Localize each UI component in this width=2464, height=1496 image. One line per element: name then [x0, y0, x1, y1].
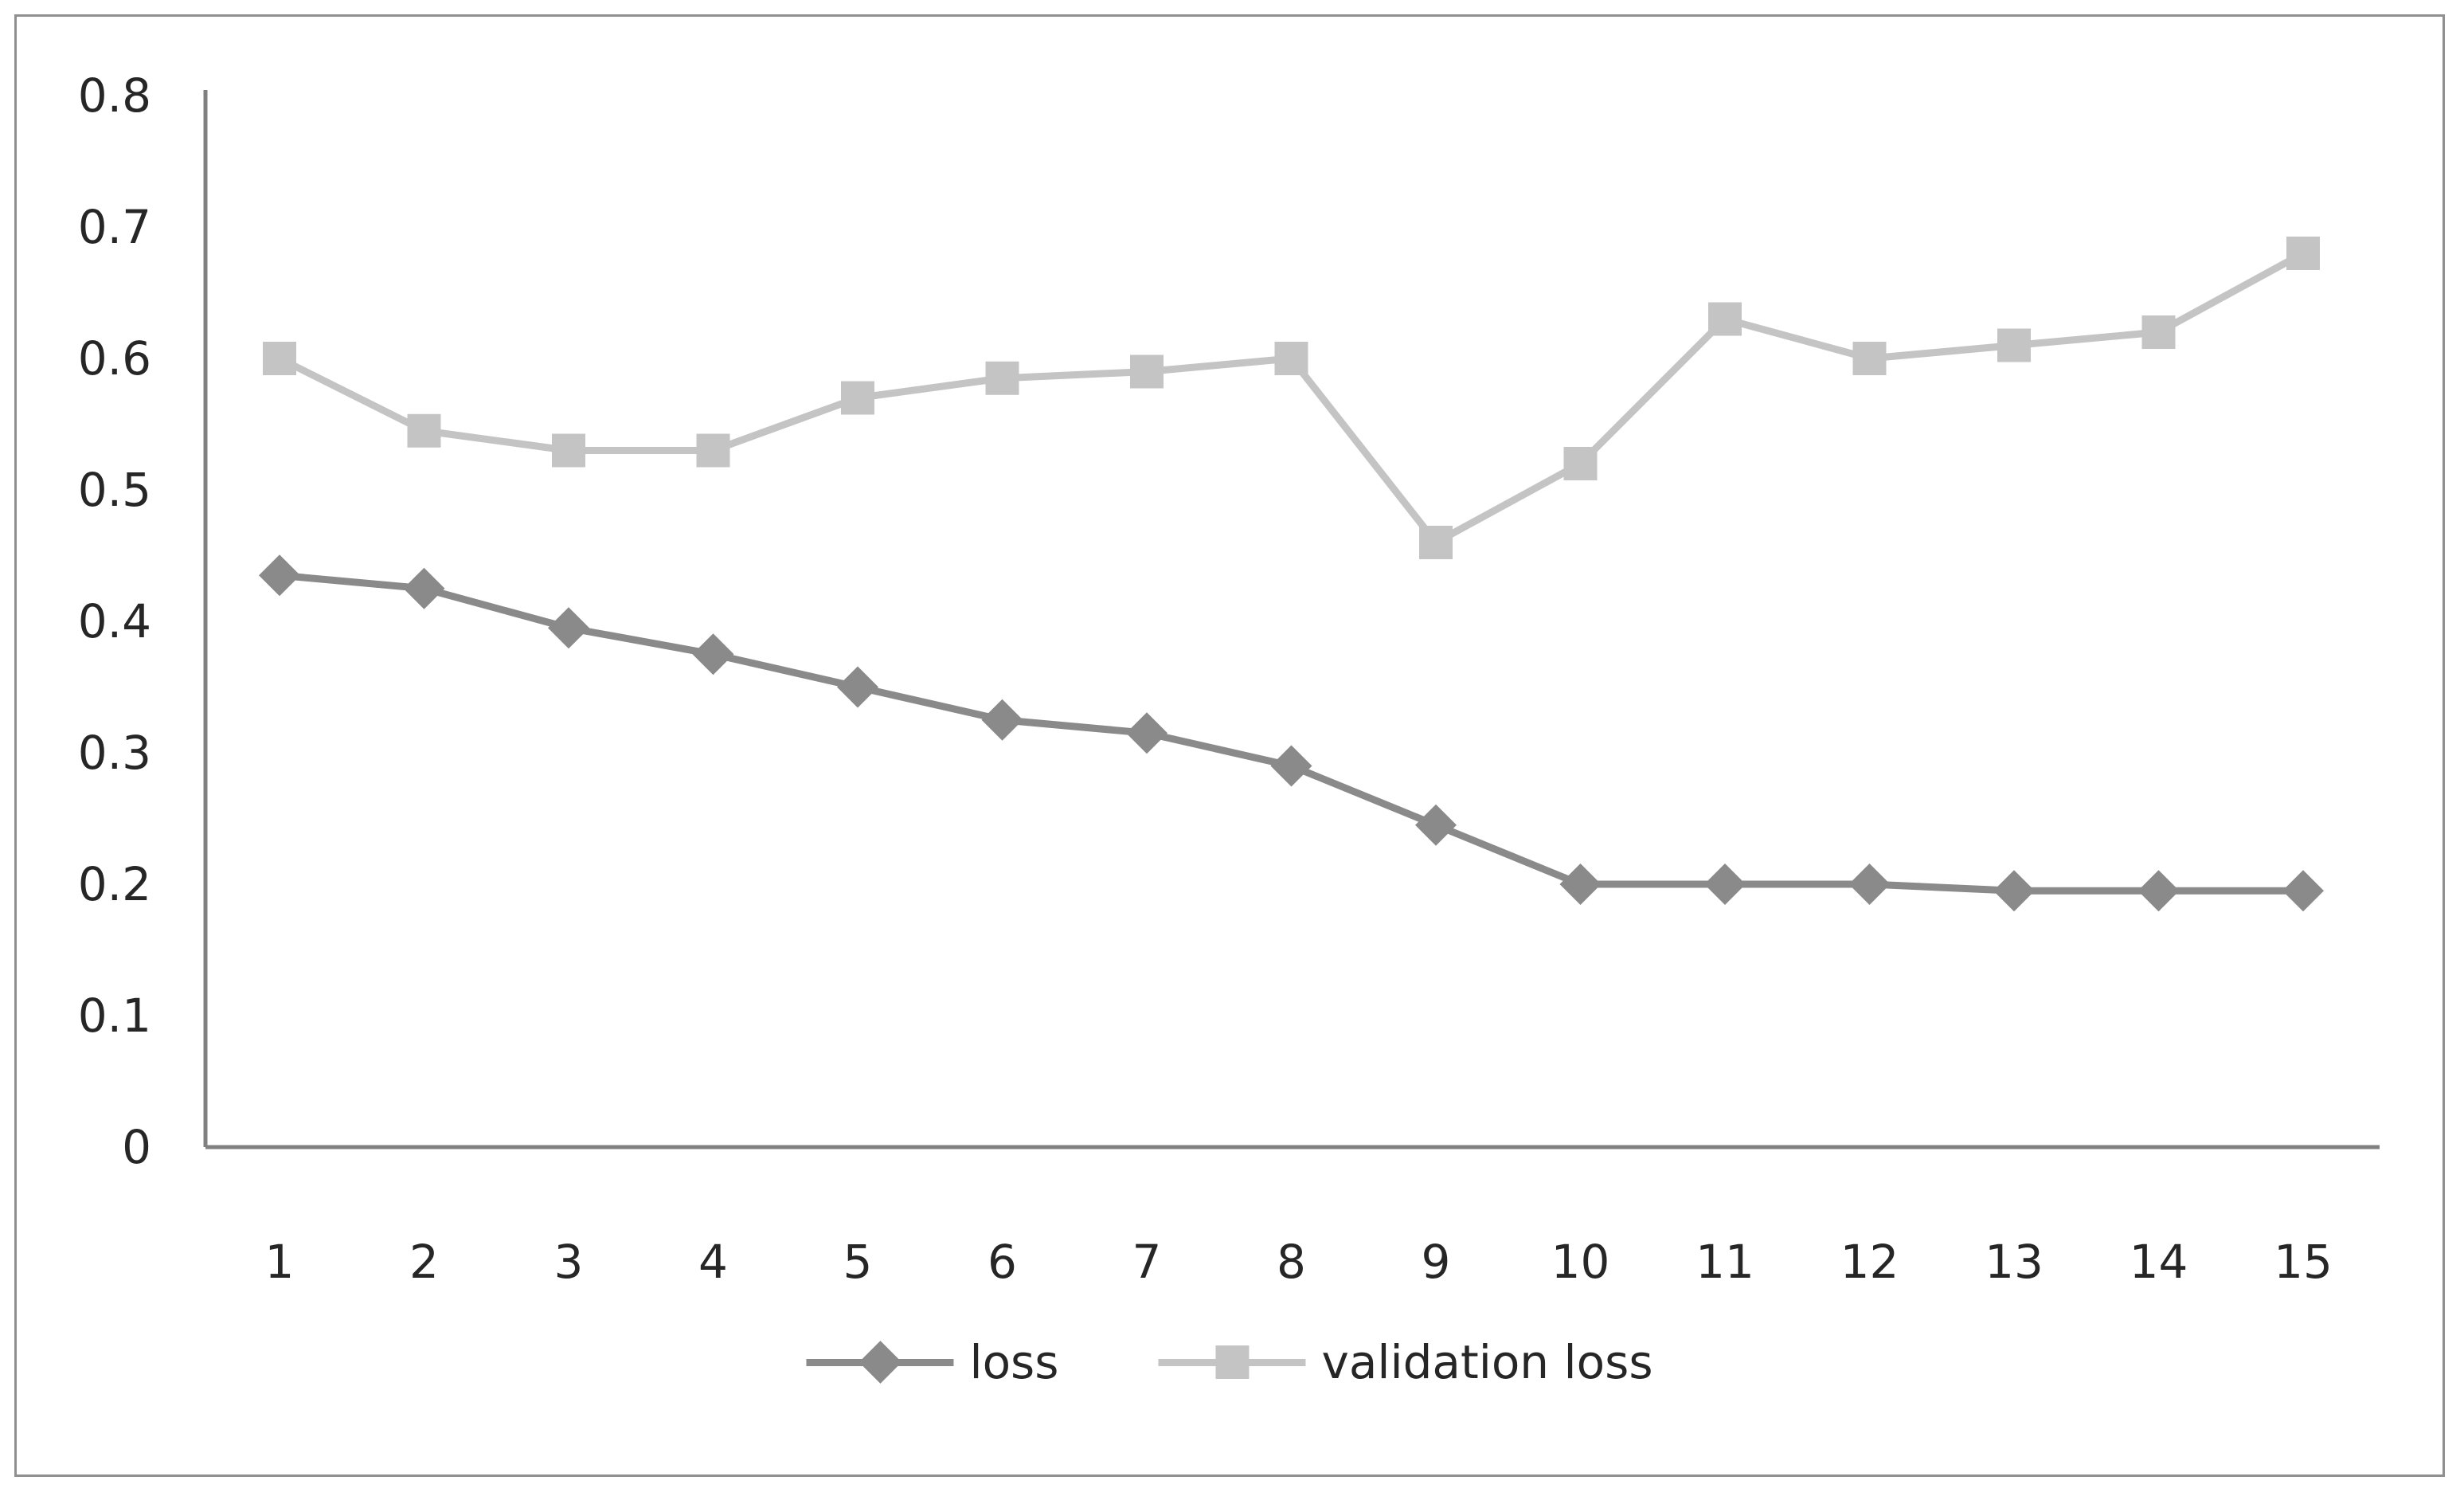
series-validation-loss-marker [2286, 237, 2320, 270]
series-validation-loss-marker [841, 381, 874, 415]
series-loss-marker [1126, 712, 1167, 754]
series-loss-marker [837, 666, 878, 708]
legend-item-loss: loss [806, 1335, 1059, 1389]
x-tick-label: 4 [698, 1235, 728, 1289]
x-tick-label: 15 [2274, 1235, 2333, 1289]
square-marker-icon [1215, 1345, 1250, 1379]
series-validation-loss-marker [407, 413, 441, 448]
y-tick-label: 0.5 [78, 463, 151, 517]
series-loss-marker [2282, 870, 2324, 912]
x-tick-label: 10 [1551, 1235, 1610, 1289]
series-loss-marker [1270, 745, 1312, 787]
series-validation-loss-marker [985, 361, 1019, 395]
series-loss-marker [1848, 864, 1891, 905]
x-tick-label: 7 [1132, 1235, 1162, 1289]
series-validation-loss-marker [1563, 447, 1598, 480]
chart-legend: loss validation loss [806, 1335, 1653, 1389]
series-loss-marker [692, 633, 734, 676]
x-tick-label: 6 [988, 1235, 1017, 1289]
series-validation-loss-line [276, 249, 2307, 546]
series-loss-marker [1559, 864, 1602, 905]
series-validation-loss-marker [1419, 526, 1453, 559]
series-validation-loss-marker [1852, 342, 1887, 375]
legend-label-loss: loss [969, 1335, 1059, 1389]
x-tick-label: 11 [1695, 1235, 1754, 1289]
series-validation-loss-marker [1708, 302, 1742, 336]
y-tick-label: 0.1 [78, 989, 151, 1043]
x-tick-label: 1 [265, 1235, 295, 1289]
y-tick-label: 0.6 [78, 331, 151, 386]
x-tick-label: 8 [1277, 1235, 1306, 1289]
series-validation-loss-marker [552, 433, 585, 468]
series-validation-loss-marker [1997, 328, 2031, 362]
series-loss-marker [403, 567, 445, 609]
line-chart: 00.10.20.30.40.50.60.70.81 2 3 4 5 6 7 8 9 10 11 12… [78, 69, 2380, 1289]
series-loss-marker [1704, 864, 1746, 905]
series-loss-marker [1993, 870, 2035, 912]
y-tick-label: 0 [122, 1120, 151, 1174]
x-tick-label: 3 [554, 1235, 584, 1289]
legend-swatch-loss [806, 1338, 954, 1386]
y-tick-label: 0.8 [78, 69, 151, 123]
series-loss-marker [259, 554, 300, 597]
x-tick-label: 13 [1985, 1235, 2044, 1289]
y-tick-label: 0.2 [78, 857, 151, 911]
series-loss-marker [1415, 804, 1457, 846]
legend-swatch-validation-loss [1158, 1338, 1306, 1386]
x-tick-label: 14 [2130, 1235, 2188, 1289]
chart-frame: 0 0.1 0.2 0.3 0.4 0.5 0.6 0.7 0.8 1 2 3 4 5 6 7 8 9 10 11 12… [14, 14, 2445, 1477]
series-validation-loss-marker [696, 433, 730, 468]
y-tick-label: 0.3 [78, 726, 151, 780]
y-tick-label: 0.4 [78, 594, 151, 648]
series-validation-loss-marker [1130, 354, 1164, 389]
series-validation-loss-marker [2141, 315, 2176, 349]
series-loss-marker [2137, 870, 2180, 912]
y-tick-label: 0.7 [78, 200, 151, 254]
series-validation-loss-marker [1274, 342, 1308, 375]
legend-label-validation-loss: validation loss [1321, 1335, 1653, 1389]
series-validation-loss-marker [263, 342, 296, 375]
x-tick-label: 2 [409, 1235, 439, 1289]
x-tick-label: 9 [1422, 1235, 1451, 1289]
series-loss-marker [981, 699, 1023, 741]
series-loss-marker [548, 607, 589, 649]
legend-item-validation-loss: validation loss [1158, 1335, 1653, 1389]
x-tick-label: 12 [1840, 1235, 1899, 1289]
x-tick-label: 5 [843, 1235, 873, 1289]
diamond-marker-icon [858, 1341, 902, 1384]
